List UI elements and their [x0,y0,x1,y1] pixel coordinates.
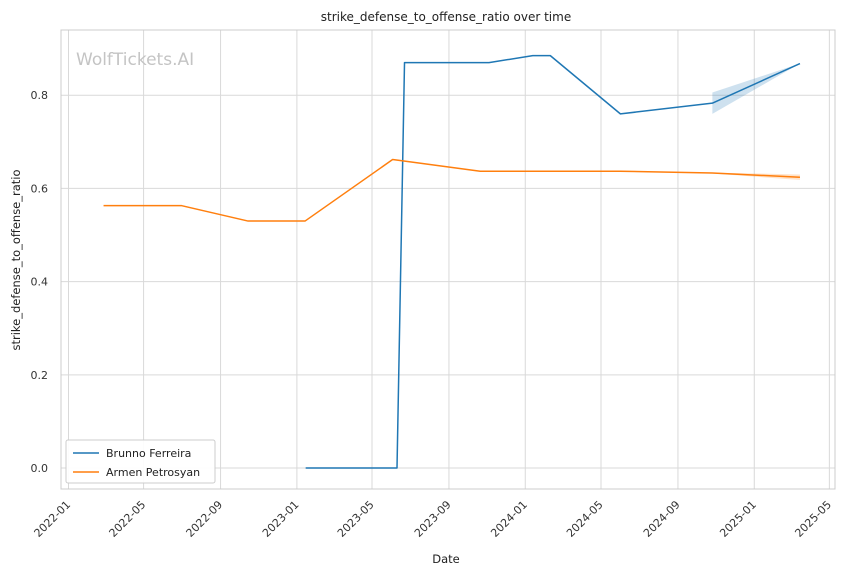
x-tick-label: 2023-05 [335,498,377,540]
confidence-band-0 [712,63,800,114]
y-tick-label: 0.2 [31,369,49,382]
series-lines [103,54,801,469]
x-tick-label: 2024-01 [488,498,530,540]
y-tick-label: 0.0 [31,462,49,475]
x-tick-label: 2023-01 [260,498,302,540]
legend: Brunno Ferreira Armen Petrosyan [65,439,216,484]
y-tick-labels: 0.0 0.2 0.4 0.6 0.8 [31,89,49,475]
x-axis-label: Date [432,552,460,566]
x-tick-label: 2024-05 [564,498,606,540]
confidence-bands [712,63,800,181]
x-tick-label: 2022-05 [107,498,149,540]
x-tick-label: 2025-01 [717,498,759,540]
x-tick-label: 2022-01 [32,498,74,540]
legend-box [65,439,216,484]
x-tick-label: 2024-09 [641,498,683,540]
x-tick-label: 2025-05 [792,498,834,540]
y-tick-label: 0.6 [31,182,49,195]
x-tick-label: 2022-09 [184,498,226,540]
series-line-1 [103,158,800,222]
x-tick-label: 2023-09 [412,498,454,540]
legend-label: Armen Petrosyan [106,466,200,479]
x-tick-labels: 2022-01 2022-05 2022-09 2023-01 2023-05 2023-… [32,498,835,540]
watermark-logo: WolfTickets.AI [76,50,194,70]
y-tick-label: 0.8 [31,89,49,102]
plot-area-frame [60,29,836,490]
legend-label: Brunno Ferreira [106,447,191,460]
series-line-0 [305,54,801,469]
chart-title: strike_defense_to_offense_ratio over tim… [321,10,571,24]
y-axis-label: strike_defense_to_offense_ratio [9,169,23,350]
y-tick-label: 0.4 [31,276,49,289]
